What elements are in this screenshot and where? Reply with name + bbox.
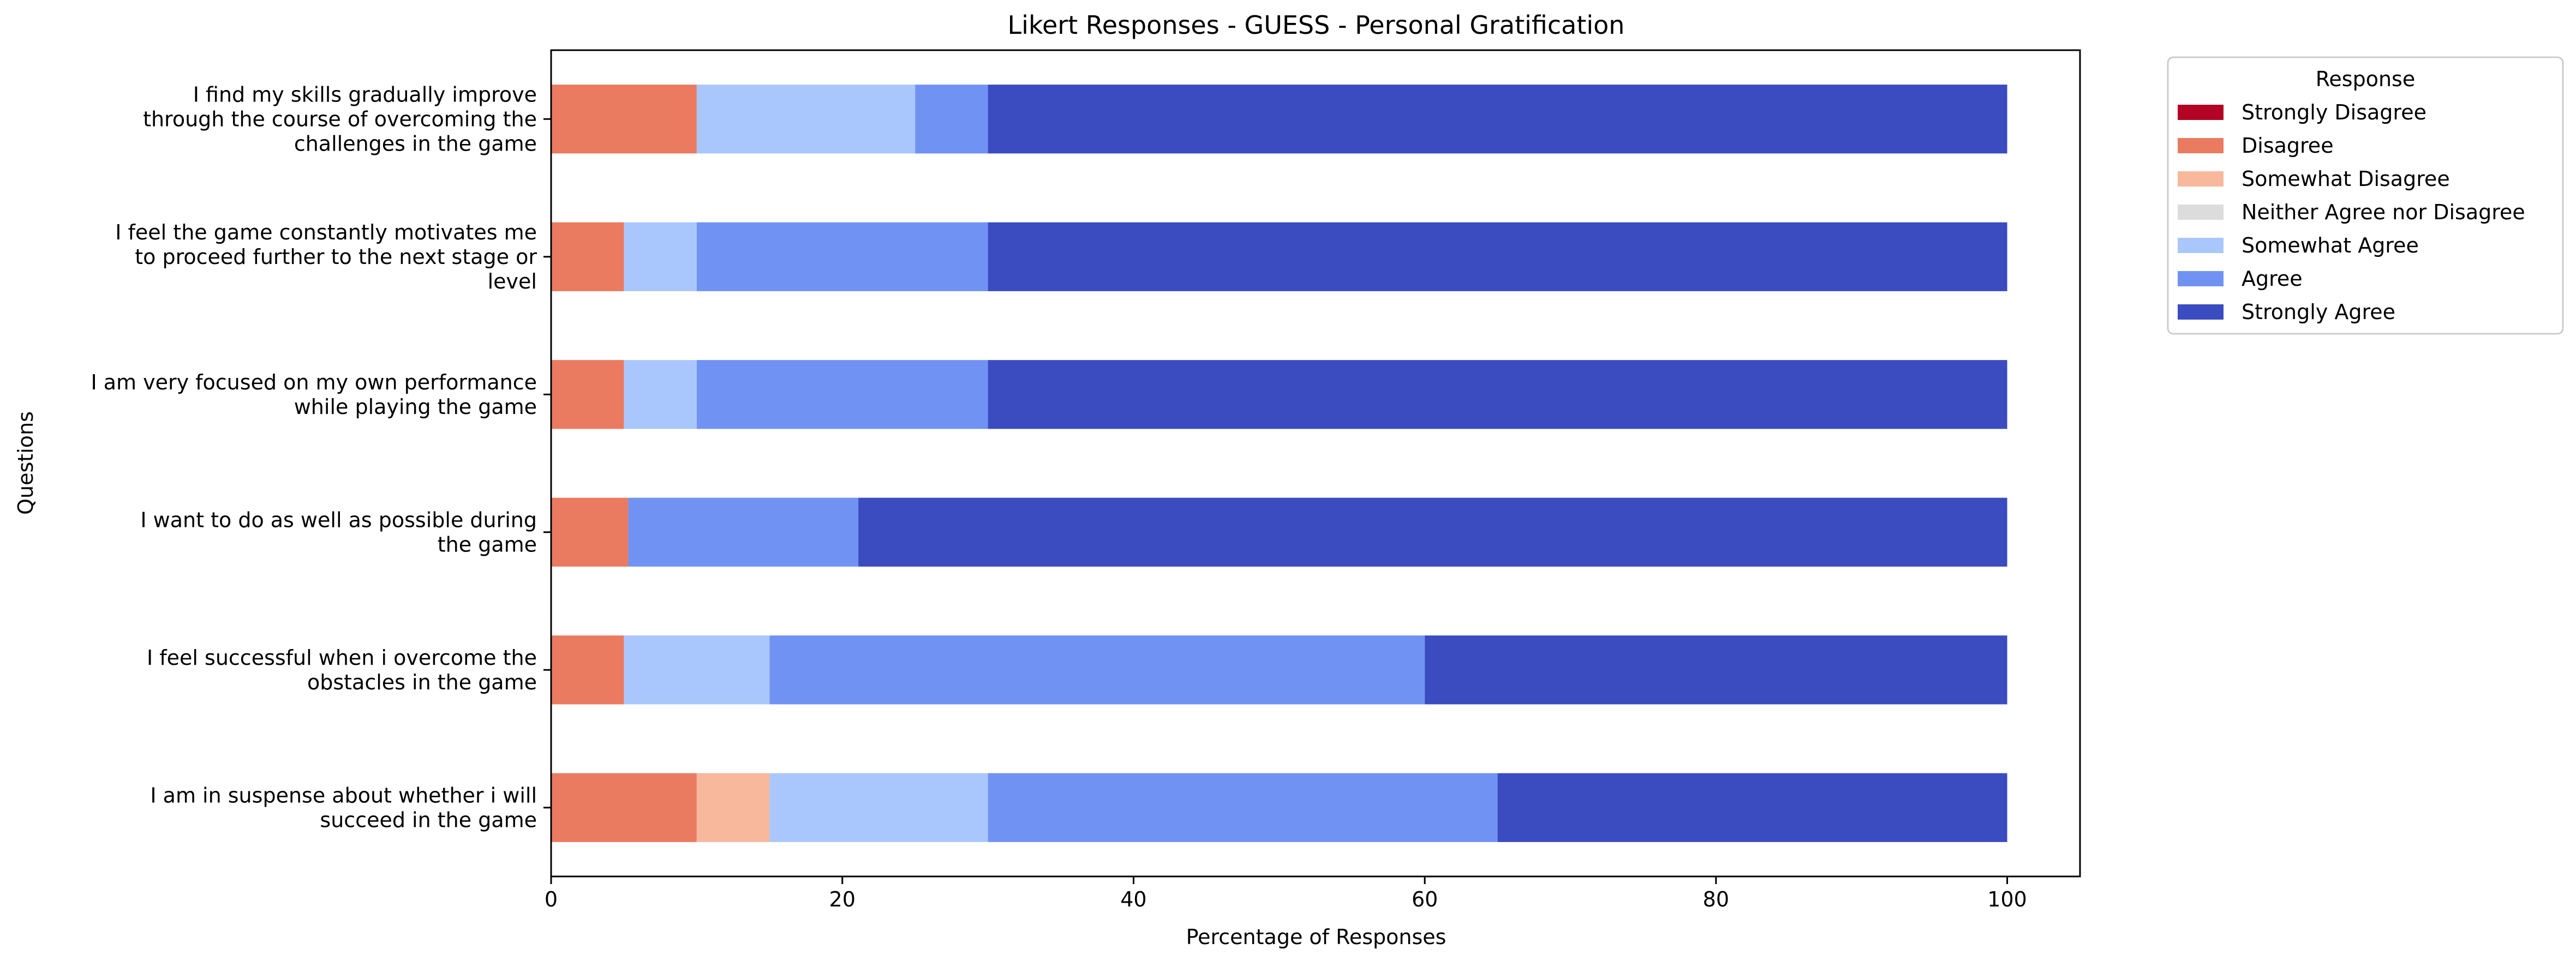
legend-swatch-1	[2178, 138, 2224, 153]
y-tick-label-3: I want to do as well as possible during t…	[140, 508, 537, 556]
legend-frame	[2167, 56, 2564, 335]
y-tick-label-line: I am very focused on my own performance	[91, 370, 537, 394]
y-tick-label-line: I want to do as well as possible during	[140, 508, 537, 532]
bar-row5-series2	[696, 773, 770, 842]
y-tick-label-line: the game	[438, 532, 537, 556]
bar-row3-series1	[551, 497, 629, 567]
bar-row1-series1	[551, 222, 624, 291]
x-tick-label-4: 80	[1703, 887, 1729, 911]
bar-row2-series4	[624, 360, 697, 429]
bar-row4-series5	[769, 635, 1425, 705]
bar-row4-series1	[551, 635, 624, 705]
legend-label-1: Disagree	[2242, 134, 2334, 158]
bar-row0-series1	[551, 85, 697, 154]
bar-row5-series1	[551, 773, 697, 842]
legend-swatch-3	[2178, 205, 2224, 220]
y-axis-label: Questions	[14, 411, 38, 515]
plot-frame	[550, 49, 2081, 878]
bar-row5-series5	[988, 773, 1498, 842]
bar-row1-series5	[696, 222, 988, 291]
y-tick-label-line: to proceed further to the next stage or	[135, 245, 537, 269]
bar-row0-series4	[696, 85, 916, 154]
legend-label-2: Somewhat Disagree	[2242, 167, 2450, 191]
y-tick-label-line: succeed in the game	[320, 808, 537, 832]
y-tick-label-line: obstacles in the game	[307, 670, 537, 694]
bar-row0-series6	[988, 85, 2007, 154]
y-tick-label-5: I am in suspense about whether i will suc…	[150, 783, 537, 832]
y-tick-label-line: challenges in the game	[294, 131, 537, 155]
legend-label-4: Somewhat Agree	[2242, 233, 2419, 257]
bar-row2-series5	[696, 360, 988, 429]
legend-label-0: Strongly Disagree	[2242, 100, 2426, 124]
legend-swatch-6	[2178, 304, 2224, 320]
x-tick-label-0: 0	[545, 887, 558, 911]
x-axis-label: Percentage of Responses	[1186, 925, 1447, 949]
y-tick-label-line: I am in suspense about whether i will	[150, 783, 537, 807]
legend-items: Strongly Disagree Disagree Somewhat Disagr…	[2178, 100, 2525, 324]
y-tick-label-4: I feel successful when i overcome the obs…	[147, 646, 537, 694]
legend-label-5: Agree	[2242, 267, 2303, 291]
bar-row5-series4	[769, 773, 988, 842]
bar-row4-series6	[1425, 635, 2007, 705]
chart-title: Likert Responses - GUESS - Personal Grat…	[1008, 10, 1625, 40]
bar-row4-series4	[624, 635, 770, 705]
bar-row2-series1	[551, 360, 624, 429]
x-tick-label-3: 60	[1412, 887, 1438, 911]
legend-swatch-5	[2178, 271, 2224, 286]
y-tick-label-line: I feel the game constantly motivates me	[115, 220, 537, 244]
x-tick-label-2: 40	[1120, 887, 1146, 911]
x-axis: 0 20 40 60 80 100	[545, 876, 2027, 911]
y-tick-label-line: I find my skills gradually improve	[193, 82, 537, 106]
y-tick-label-line: level	[488, 269, 537, 293]
legend: Response Strongly Disagree Disagree Somewh…	[2167, 56, 2564, 335]
bar-row3-series5	[628, 497, 859, 567]
legend-swatch-0	[2178, 105, 2224, 120]
legend-label-3: Neither Agree nor Disagree	[2242, 200, 2525, 224]
bars-group	[551, 85, 2007, 842]
bar-row1-series6	[988, 222, 2007, 291]
bar-row0-series5	[915, 85, 988, 154]
bar-row3-series6	[858, 497, 2007, 567]
legend-title: Response	[2316, 67, 2416, 91]
y-tick-label-line: I feel successful when i overcome the	[147, 646, 537, 670]
bar-row1-series4	[624, 222, 697, 291]
legend-swatch-4	[2178, 238, 2224, 253]
y-tick-label-line: while playing the game	[294, 395, 537, 419]
legend-label-6: Strongly Agree	[2242, 300, 2395, 324]
y-tick-label-line: through the course of overcoming the	[143, 107, 537, 131]
bar-row5-series6	[1497, 773, 2007, 842]
y-tick-label-1: I feel the game constantly motivates me t…	[115, 220, 537, 293]
y-axis: I find my skills gradually improve throug…	[91, 82, 551, 832]
x-tick-label-5: 100	[1987, 887, 2027, 911]
y-tick-label-0: I find my skills gradually improve throug…	[143, 82, 537, 155]
y-tick-label-2: I am very focused on my own performance w…	[91, 370, 537, 419]
legend-swatch-2	[2178, 171, 2224, 187]
x-tick-label-1: 20	[829, 887, 856, 911]
bar-row2-series6	[988, 360, 2007, 429]
